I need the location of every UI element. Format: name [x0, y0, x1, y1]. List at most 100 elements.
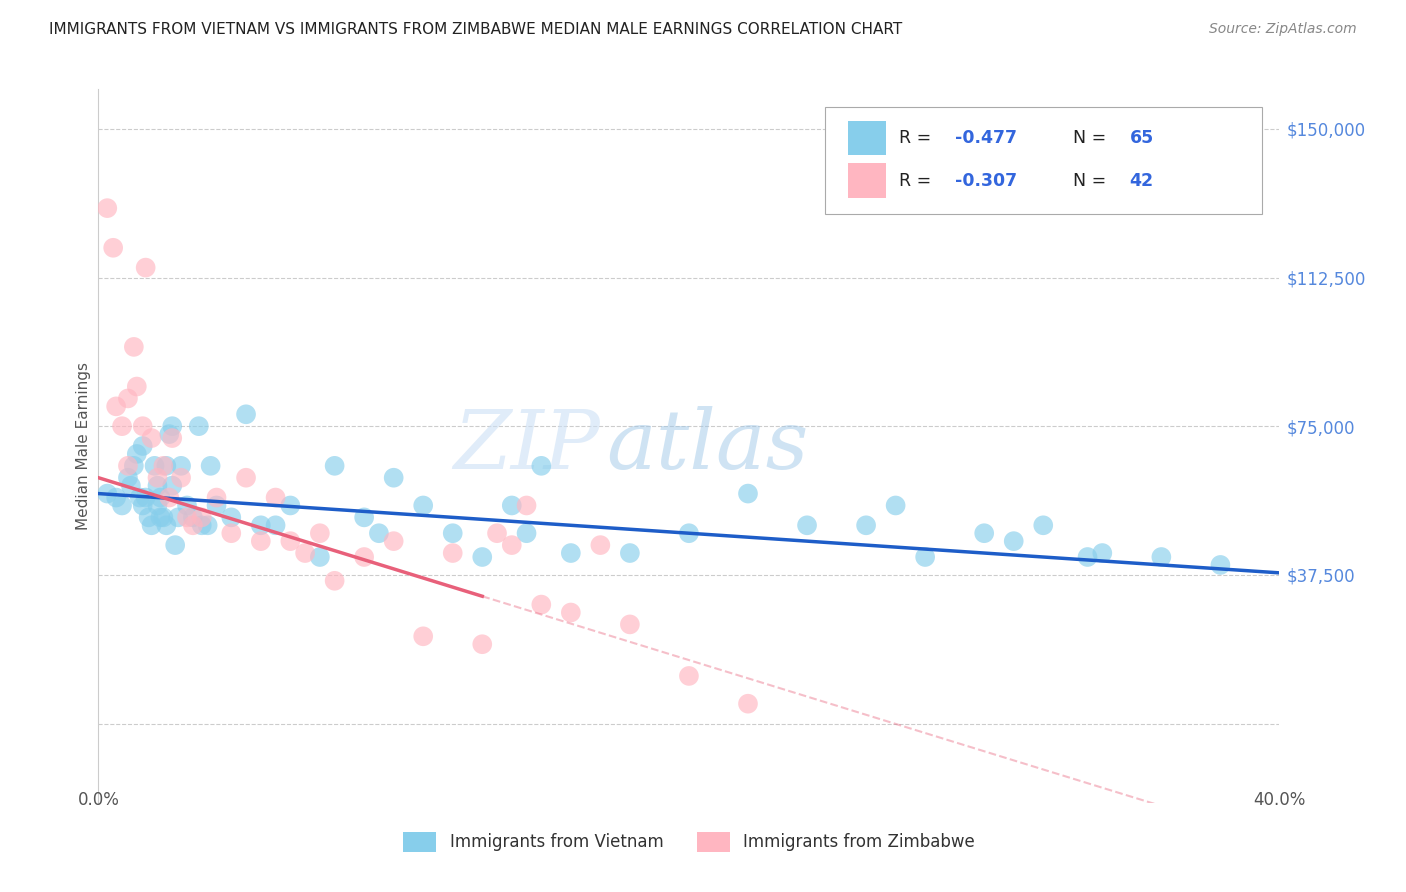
Point [191, 518, 214, 533]
Point [205, 491, 228, 505]
Text: 65: 65 [1129, 128, 1154, 146]
Point [221, 510, 243, 524]
Point [235, 471, 257, 485]
Point [125, 447, 148, 461]
Point [143, 458, 166, 473]
Point [353, 510, 375, 524]
Point [471, 637, 494, 651]
Point [138, 510, 160, 524]
Point [855, 518, 877, 533]
Point [117, 458, 139, 473]
Point [1091, 546, 1114, 560]
Point [884, 499, 907, 513]
Point [619, 546, 641, 560]
Point [250, 534, 273, 549]
Point [280, 499, 302, 513]
Point [128, 491, 150, 505]
Point [191, 510, 214, 524]
Point [152, 458, 174, 473]
Point [132, 439, 155, 453]
Point [441, 526, 464, 541]
Point [221, 526, 243, 541]
Point [412, 629, 434, 643]
Point [1209, 558, 1232, 572]
Text: N =: N = [1073, 128, 1112, 146]
Point [141, 518, 163, 533]
Point [122, 340, 145, 354]
Point [146, 499, 169, 513]
Point [441, 546, 464, 560]
Text: R =: R = [900, 171, 936, 189]
Point [560, 606, 582, 620]
Point [103, 241, 125, 255]
Point [264, 491, 287, 505]
Point [796, 518, 818, 533]
Point [135, 491, 157, 505]
Point [200, 458, 222, 473]
Point [1002, 534, 1025, 549]
Point [1150, 549, 1173, 564]
Point [619, 617, 641, 632]
Point [149, 491, 172, 505]
Point [737, 697, 759, 711]
Point [530, 458, 553, 473]
Point [162, 431, 183, 445]
Text: IMMIGRANTS FROM VIETNAM VS IMMIGRANTS FROM ZIMBABWE MEDIAN MALE EARNINGS CORRELA: IMMIGRANTS FROM VIETNAM VS IMMIGRANTS FR… [49, 22, 903, 37]
Point [412, 499, 434, 513]
Point [309, 549, 332, 564]
Text: -0.477: -0.477 [955, 128, 1017, 146]
Point [309, 526, 332, 541]
Point [353, 549, 375, 564]
Point [235, 407, 257, 421]
Point [96, 486, 118, 500]
Text: N =: N = [1073, 171, 1112, 189]
Point [181, 518, 204, 533]
Point [382, 534, 405, 549]
Point [117, 392, 139, 406]
Point [155, 518, 177, 533]
Point [120, 478, 142, 492]
Point [589, 538, 612, 552]
Text: -0.307: -0.307 [955, 171, 1017, 189]
Point [162, 478, 183, 492]
Legend: Immigrants from Vietnam, Immigrants from Zimbabwe: Immigrants from Vietnam, Immigrants from… [396, 825, 981, 859]
Point [155, 458, 177, 473]
Point [141, 431, 163, 445]
Point [167, 510, 190, 524]
Point [170, 471, 193, 485]
Point [111, 419, 134, 434]
Point [1032, 518, 1054, 533]
Point [176, 510, 198, 524]
Point [132, 499, 155, 513]
Text: 0.0%: 0.0% [77, 791, 120, 809]
Point [678, 669, 700, 683]
Point [501, 538, 523, 552]
Text: Source: ZipAtlas.com: Source: ZipAtlas.com [1209, 22, 1357, 37]
Point [973, 526, 995, 541]
FancyBboxPatch shape [848, 120, 886, 155]
Point [149, 510, 172, 524]
Point [125, 379, 148, 393]
FancyBboxPatch shape [825, 107, 1261, 214]
Point [737, 486, 759, 500]
Point [678, 526, 700, 541]
Point [516, 499, 538, 513]
Point [165, 538, 187, 552]
Point [294, 546, 316, 560]
Point [105, 400, 128, 414]
Point [501, 499, 523, 513]
Point [914, 549, 936, 564]
Point [176, 499, 198, 513]
Text: 42: 42 [1129, 171, 1153, 189]
Y-axis label: Median Male Earnings: Median Male Earnings [76, 362, 91, 530]
Point [105, 491, 128, 505]
Text: R =: R = [900, 128, 936, 146]
Point [1077, 549, 1099, 564]
Point [250, 518, 273, 533]
Point [323, 458, 346, 473]
Point [560, 546, 582, 560]
Point [516, 526, 538, 541]
Point [96, 201, 118, 215]
Point [170, 458, 193, 473]
Point [368, 526, 391, 541]
